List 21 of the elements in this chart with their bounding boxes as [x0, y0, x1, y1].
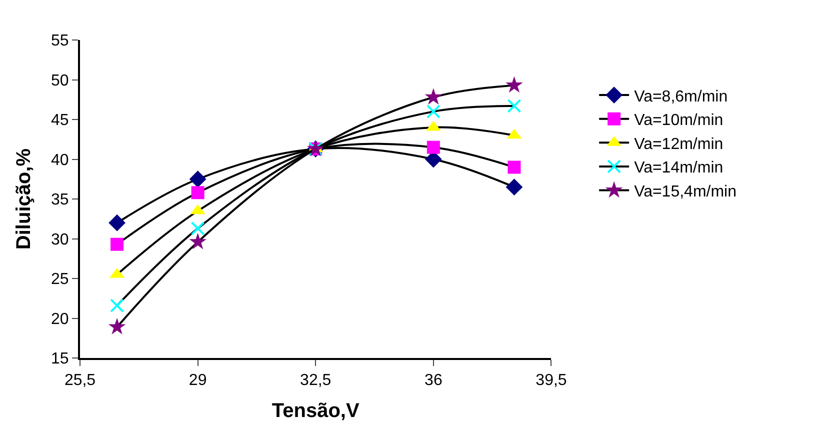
- y-tick-label: 55: [51, 32, 69, 50]
- x-tick-label: 25,5: [64, 372, 96, 390]
- y-tick-label: 15: [51, 350, 69, 368]
- y-tick-label: 50: [51, 72, 69, 90]
- y-axis-title: Diluição,%: [13, 148, 36, 250]
- y-tick-label: 25: [51, 271, 69, 288]
- x-tick-label: 29: [188, 372, 207, 390]
- legend-label: Va=14m/min: [634, 160, 724, 177]
- x-tick-label: 32,5: [300, 372, 332, 390]
- x-tick-label: 39,5: [536, 372, 567, 390]
- legend-label: Va=15,4m/min: [634, 184, 736, 200]
- legend-label: Va=10m/min: [634, 112, 724, 130]
- y-tick-label: 40: [51, 152, 69, 169]
- y-tick-label: 35: [51, 192, 69, 209]
- y-tick-label: 30: [51, 231, 69, 248]
- y-tick-label: 45: [51, 112, 69, 130]
- legend-label: Va=8,6m/min: [634, 88, 728, 106]
- legend-label: Va=12m/min: [634, 136, 724, 153]
- x-tick-label: 36: [424, 372, 442, 390]
- y-tick-label: 20: [51, 310, 69, 328]
- x-axis-title: Tensão,V: [272, 400, 360, 422]
